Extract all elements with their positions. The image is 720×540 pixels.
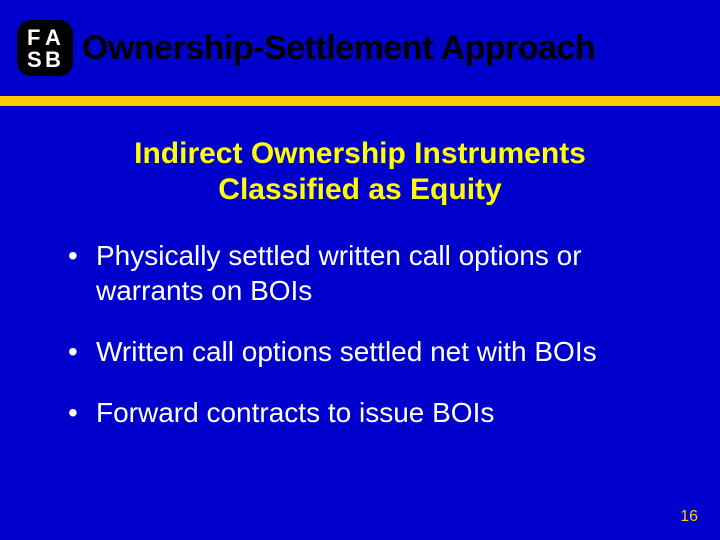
fasb-logo-icon: F A S B <box>16 19 74 77</box>
svg-text:B: B <box>45 47 61 72</box>
slide-content: Indirect Ownership Instruments Classifie… <box>0 106 720 430</box>
slide-header: F A S B Ownership-Settlement Approach <box>0 0 720 96</box>
slide-subtitle: Indirect Ownership Instruments Classifie… <box>40 136 680 208</box>
subtitle-line-2: Classified as Equity <box>218 173 501 206</box>
bullet-item: Physically settled written call options … <box>68 238 680 308</box>
bullet-item: Forward contracts to issue BOIs <box>68 395 680 430</box>
svg-text:S: S <box>27 47 42 72</box>
page-number: 16 <box>680 508 698 526</box>
bullet-list: Physically settled written call options … <box>40 238 680 430</box>
slide-title: Ownership-Settlement Approach <box>82 29 595 68</box>
bullet-item: Written call options settled net with BO… <box>68 334 680 369</box>
subtitle-line-1: Indirect Ownership Instruments <box>134 137 586 170</box>
header-divider <box>0 96 720 106</box>
